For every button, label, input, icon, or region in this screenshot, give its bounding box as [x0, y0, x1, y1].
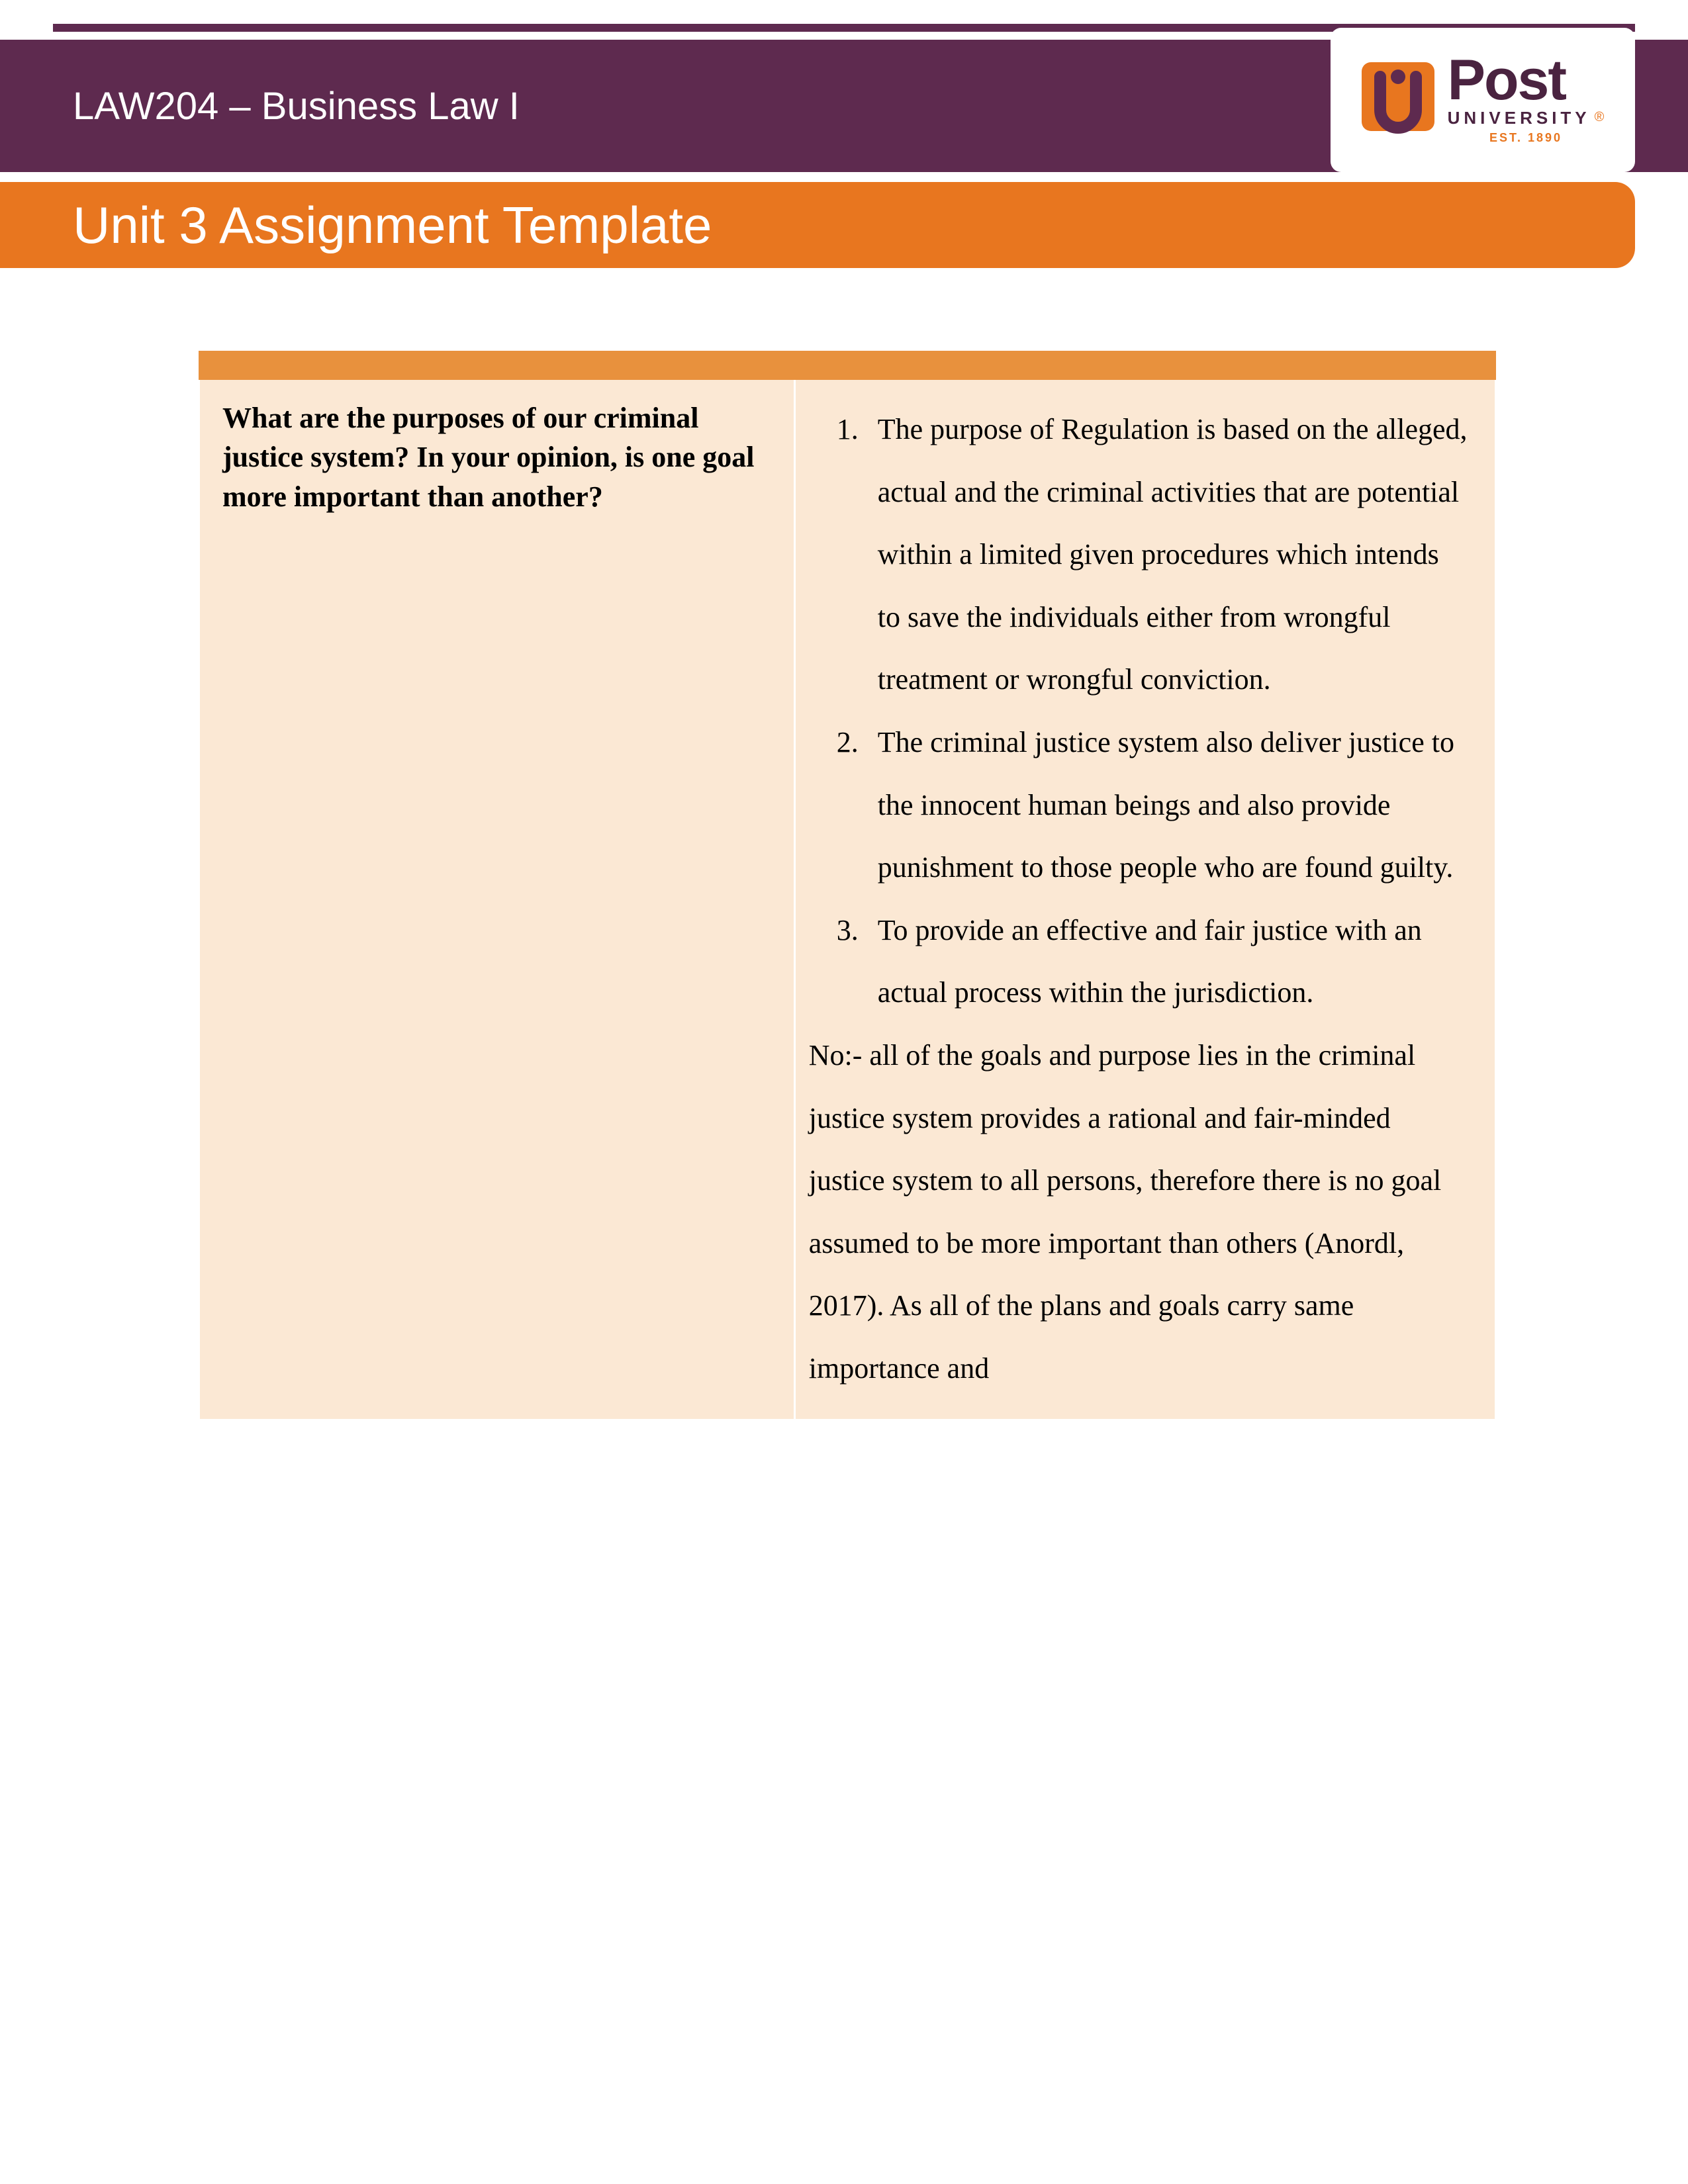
logo-icon [1362, 57, 1434, 143]
logo-word: Post [1448, 55, 1605, 106]
content-area: What are the purposes of our criminal ju… [199, 351, 1496, 1419]
logo-text: Post UNIVERSITY ® EST. 1890 [1448, 55, 1605, 144]
question-cell: What are the purposes of our criminal ju… [200, 380, 796, 1419]
question-text: What are the purposes of our criminal ju… [222, 402, 755, 513]
subheader-title: Unit 3 Assignment Template [73, 195, 712, 255]
registered-icon: ® [1595, 110, 1605, 125]
answer-item: The criminal justice system also deliver… [866, 711, 1468, 899]
answer-item: The purpose of Regulation is based on th… [866, 398, 1468, 711]
answer-cell: The purpose of Regulation is based on th… [796, 380, 1495, 1419]
table-header-bar [199, 351, 1496, 380]
logo-university: UNIVERSITY [1448, 108, 1591, 128]
logo-box: Post UNIVERSITY ® EST. 1890 [1331, 28, 1635, 172]
course-title: LAW204 – Business Law I [73, 84, 520, 128]
answer-list: The purpose of Regulation is based on th… [809, 398, 1468, 1024]
answer-paragraph: No:- all of the goals and purpose lies i… [809, 1024, 1468, 1400]
qa-table: What are the purposes of our criminal ju… [199, 380, 1496, 1419]
logo-est: EST. 1890 [1448, 131, 1605, 145]
answer-item: To provide an effective and fair justice… [866, 899, 1468, 1024]
subheader-band: Unit 3 Assignment Template [0, 182, 1635, 268]
